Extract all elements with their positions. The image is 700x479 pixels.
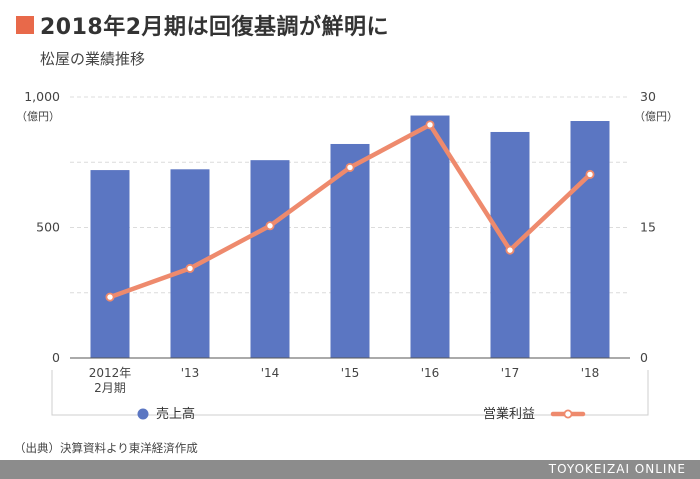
- x-tick-label: '15: [341, 366, 360, 380]
- left-tick-label: 0: [52, 350, 60, 365]
- chart-subtitle: 松屋の業績推移: [40, 50, 146, 68]
- title-accent-square: [16, 16, 34, 34]
- source-note: （出典）決算資料より東洋経済作成: [14, 441, 198, 455]
- legend-bar-label: 売上高: [156, 406, 195, 422]
- profit-point-6: [585, 169, 595, 179]
- footer-brand: TOYOKEIZAI ONLINE: [548, 462, 686, 476]
- bar-0: [90, 170, 130, 358]
- legend-line-marker: [563, 409, 573, 419]
- profit-point-1: [185, 263, 195, 273]
- bars: [90, 115, 610, 359]
- profit-point-4: [425, 120, 435, 130]
- profit-point-0: [105, 292, 115, 302]
- legend-frame: [51, 370, 649, 416]
- bar-2: [250, 160, 290, 358]
- left-axis-unit: （億円）: [16, 110, 60, 123]
- axes: 0 500 1,000 （億円） 0 15 30 （億円） 2012年 2月期 '13 '14 '15 '…: [16, 89, 678, 395]
- title-block: 2018年2月期は回復基調が鮮明に: [16, 10, 389, 40]
- profit-point-3: [345, 162, 355, 172]
- footer-bar: TOYOKEIZAI ONLINE: [0, 460, 700, 479]
- legend: 売上高 営業利益: [51, 370, 649, 422]
- legend-bar-swatch: [137, 408, 149, 420]
- x-tick-label: '14: [261, 366, 280, 380]
- legend-line-label: 営業利益: [483, 406, 535, 422]
- bar-6: [570, 121, 610, 359]
- bar-4: [410, 115, 450, 358]
- right-tick-label: 15: [640, 220, 656, 235]
- profit-point-2: [265, 221, 275, 231]
- x-tick-label: '16: [421, 366, 440, 380]
- left-tick-label: 1,000: [24, 89, 60, 104]
- right-axis-unit: （億円）: [634, 110, 678, 123]
- profit-point-5: [505, 245, 515, 255]
- right-tick-label: 0: [640, 350, 648, 365]
- x-tick-label: '13: [181, 366, 200, 380]
- bar-5: [490, 131, 530, 358]
- x-tick-label: '18: [581, 366, 600, 380]
- right-tick-label: 30: [640, 89, 656, 104]
- chart-title: 2018年2月期は回復基調が鮮明に: [40, 15, 390, 40]
- left-tick-label: 500: [36, 220, 60, 235]
- line-series: [105, 120, 595, 302]
- x-tick-label: 2012年 2月期: [89, 366, 132, 395]
- x-tick-label: '17: [501, 366, 520, 380]
